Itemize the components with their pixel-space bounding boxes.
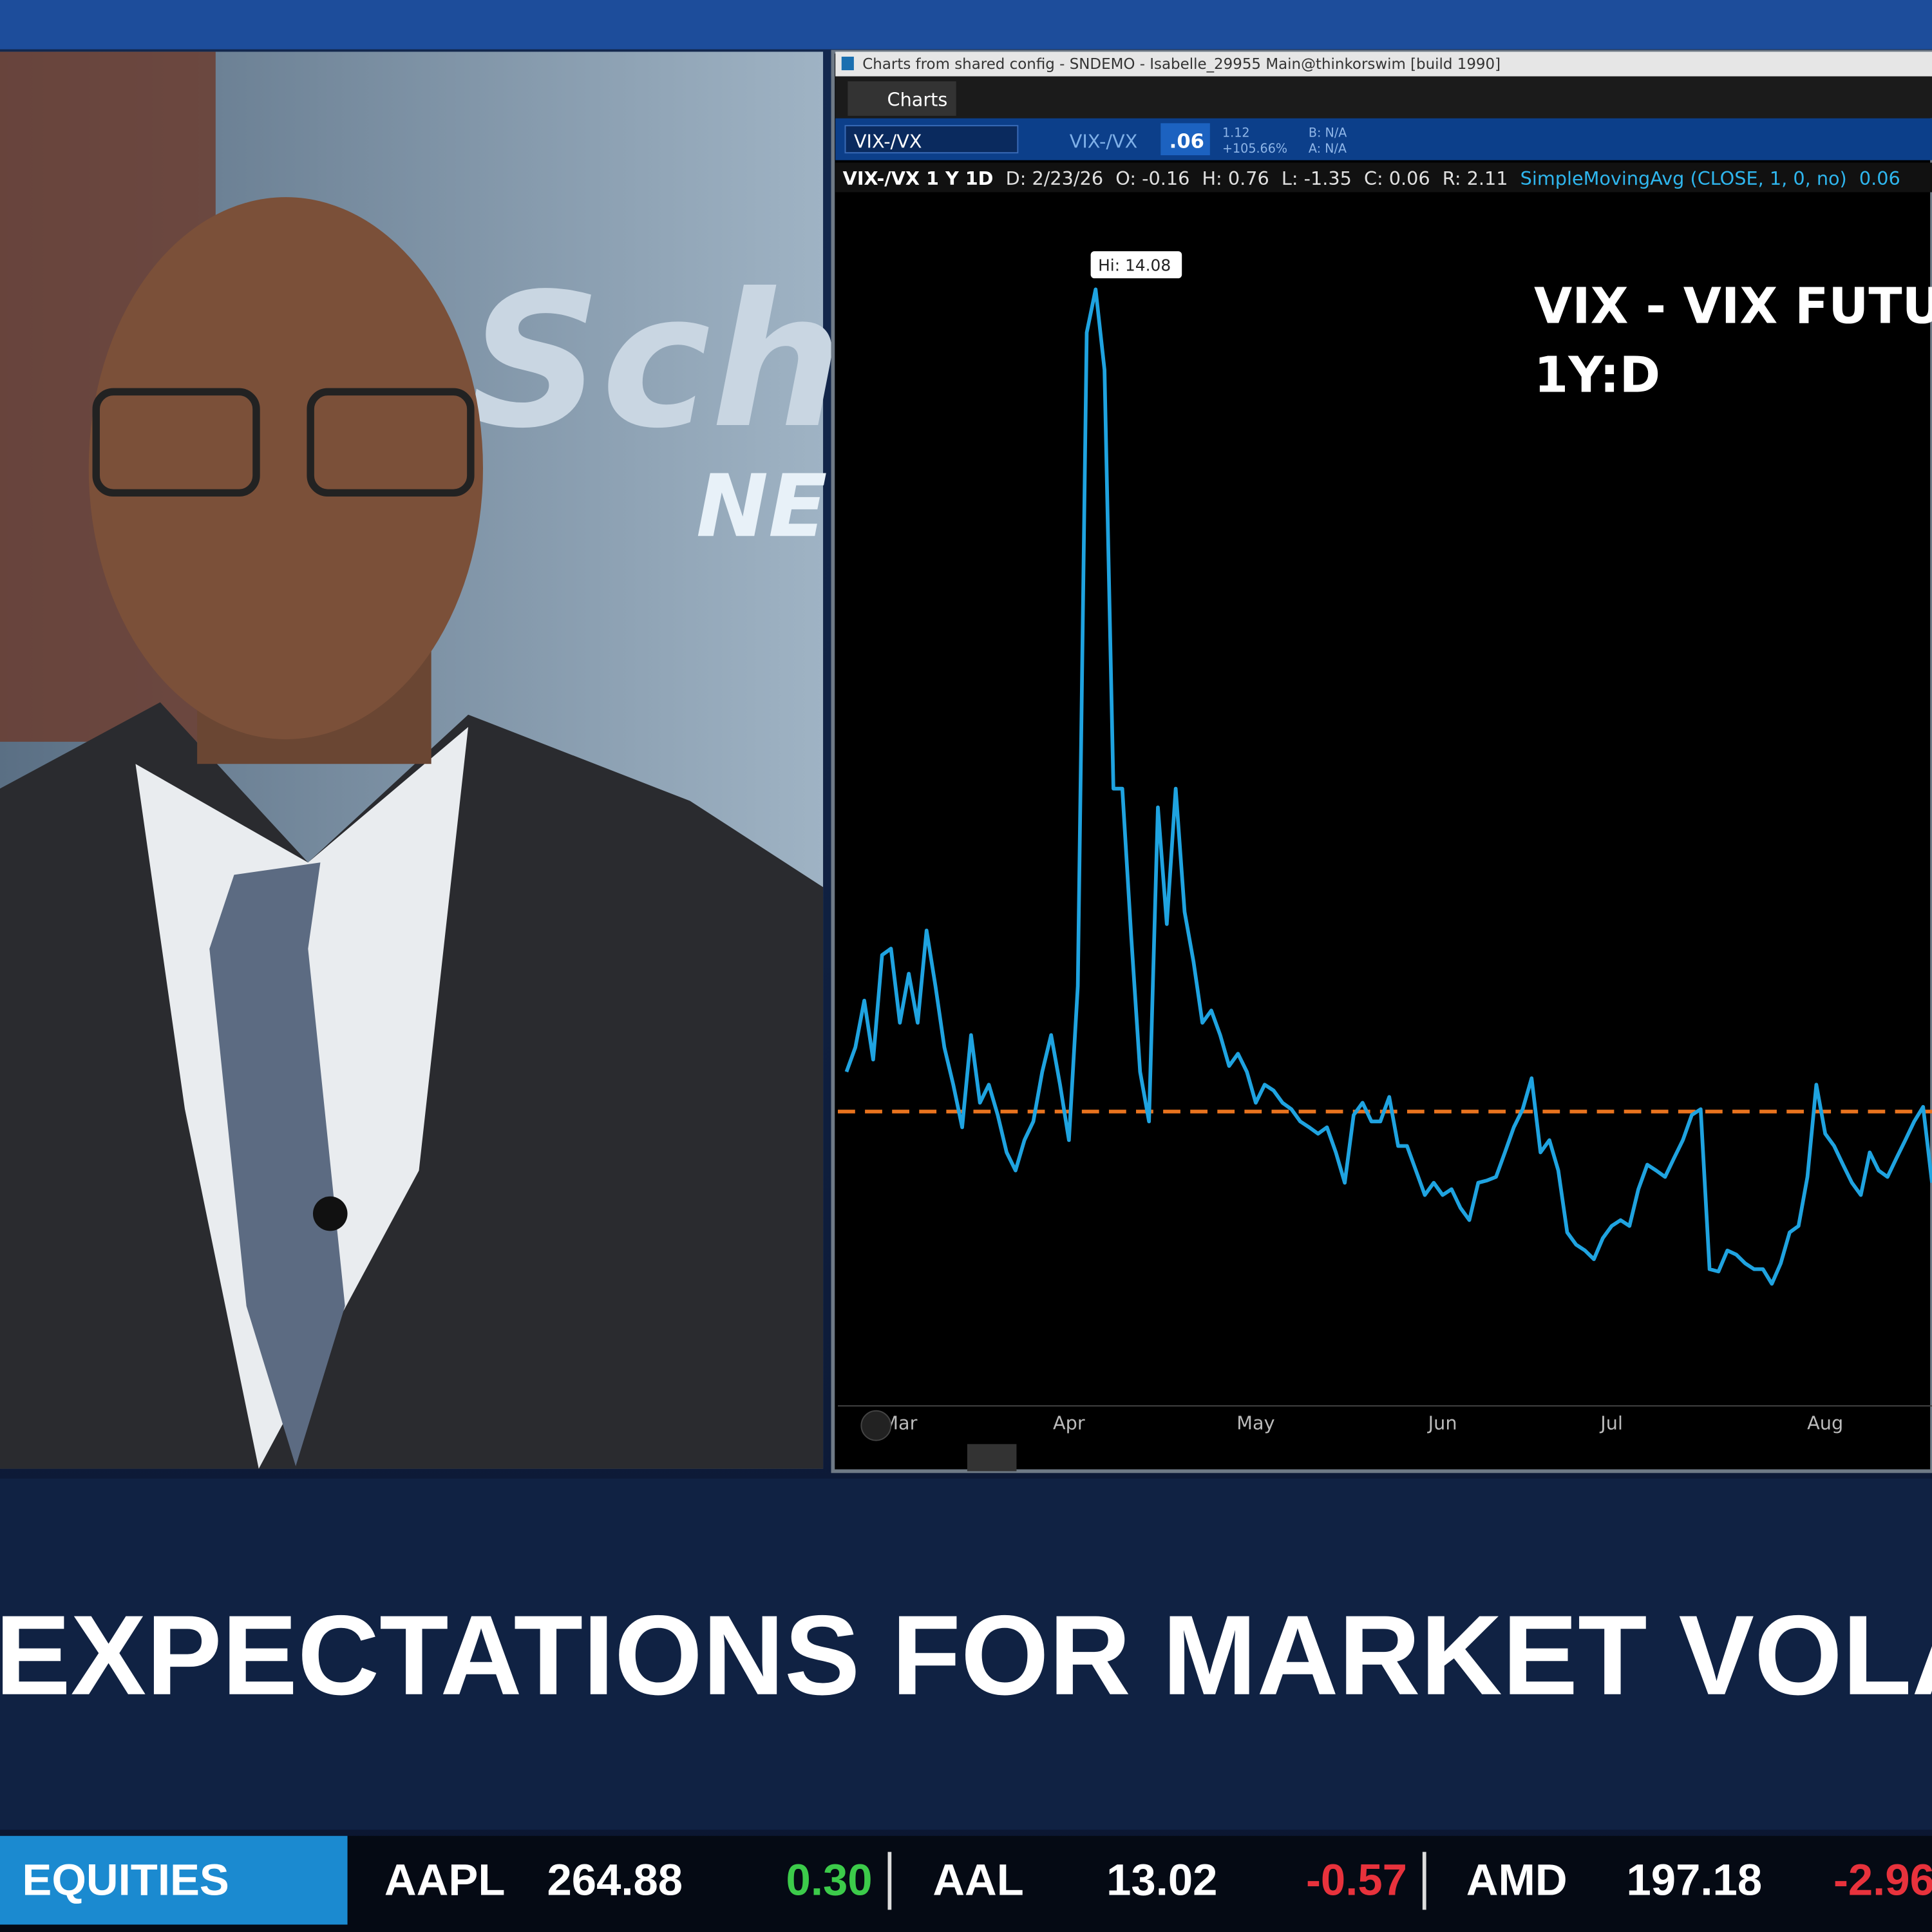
info-item: SimpleMovingAvg (CLOSE, 1, 0, no) (1520, 167, 1847, 189)
bid: B: N/A (1309, 125, 1347, 140)
platform-window: Charts from shared config - SNDEMO - Isa… (831, 50, 1932, 1473)
info-item: VIX-/VX 1 Y 1D (843, 167, 994, 189)
studio-panel: Sch NE (0, 52, 842, 1469)
info-item: 0.06 (1859, 167, 1900, 189)
last-price: .06 (1170, 131, 1204, 153)
info-bar (835, 162, 1932, 193)
info-item: O: -0.16 (1115, 167, 1189, 189)
change-pct: +105.66% (1222, 141, 1287, 156)
x-tick-label: Jul (1599, 1412, 1623, 1434)
x-tick-label: Aug (1807, 1412, 1843, 1434)
collapse-button[interactable] (967, 1444, 1017, 1472)
ticker-price: 13.02 (1106, 1855, 1217, 1905)
ticker-change: -2.96 (1833, 1855, 1932, 1905)
glasses-right (307, 388, 475, 497)
microphone (312, 1196, 348, 1231)
head (88, 197, 483, 739)
x-tick-label: May (1236, 1412, 1274, 1434)
ticker-symbol[interactable]: AMD (1466, 1855, 1567, 1905)
window-frame (831, 50, 1932, 1473)
ticker-items: AAPL 264.88 0.30 AAL 13.02 -0.57 AMD 197.18 -2.9… (384, 1852, 1932, 1910)
info-item: H: 0.76 (1202, 167, 1269, 189)
ticker-section: EQUITIES (22, 1855, 229, 1905)
headline-band (0, 1478, 1932, 1830)
ticker-section-box (0, 1835, 348, 1925)
ticker-symbol[interactable]: AAPL (384, 1855, 505, 1905)
info-item: D: 2/23/26 (1006, 167, 1103, 189)
info-items: VIX-/VX 1 Y 1D D: 2/23/26 O: -0.16 H: 0.76 L… (843, 167, 1900, 189)
info-item: C: 0.06 (1364, 167, 1430, 189)
x-tick-label: Jun (1427, 1412, 1457, 1434)
studio-logo-sub: NE (696, 456, 828, 556)
last-box (1160, 123, 1210, 156)
app-icon (841, 57, 854, 71)
window-title: Charts from shared config - SNDEMO - Isa… (862, 56, 1501, 73)
tab-strip (835, 76, 1932, 118)
studio-logo: Sch (468, 254, 842, 469)
headline: EXPECTATIONS FOR MARKET VOLATILI (0, 1593, 1932, 1719)
chart-title: VIX - VIX FUTURI (1534, 278, 1932, 335)
peak-label-box (1090, 251, 1182, 279)
ticker-change: 0.30 (786, 1855, 873, 1905)
change: 1.12 (1222, 125, 1250, 140)
glasses-left (92, 388, 260, 497)
ticker-price: 264.88 (547, 1855, 683, 1905)
symbol[interactable]: VIX-/VX (854, 131, 922, 153)
symbol-box[interactable] (844, 125, 1019, 154)
data-line (844, 287, 1932, 1286)
ask: A: N/A (1309, 141, 1347, 156)
peak-label: Hi: 14.08 (1098, 256, 1171, 275)
chart: VIX - VIX FUTURI1Y:DMarAprMayJunJulAugHi… (838, 251, 1932, 1434)
symbol-label: VIX-/VX (1070, 131, 1138, 153)
info-item: L: -1.35 (1282, 167, 1352, 189)
top-band (0, 0, 1932, 50)
ticker-symbol[interactable]: AAL (933, 1855, 1024, 1905)
chart-subtitle: 1Y:D (1534, 346, 1660, 404)
ticker-change: -0.57 (1306, 1855, 1407, 1905)
x-tick-label: Apr (1053, 1412, 1085, 1434)
tab[interactable] (848, 81, 956, 116)
drawing-tool[interactable] (860, 1410, 892, 1441)
info-item: R: 2.11 (1443, 167, 1508, 189)
tie (209, 862, 345, 1466)
title-bar (835, 52, 1932, 77)
tab-label[interactable]: Charts (887, 89, 948, 111)
ticker-price: 197.18 (1627, 1855, 1763, 1905)
